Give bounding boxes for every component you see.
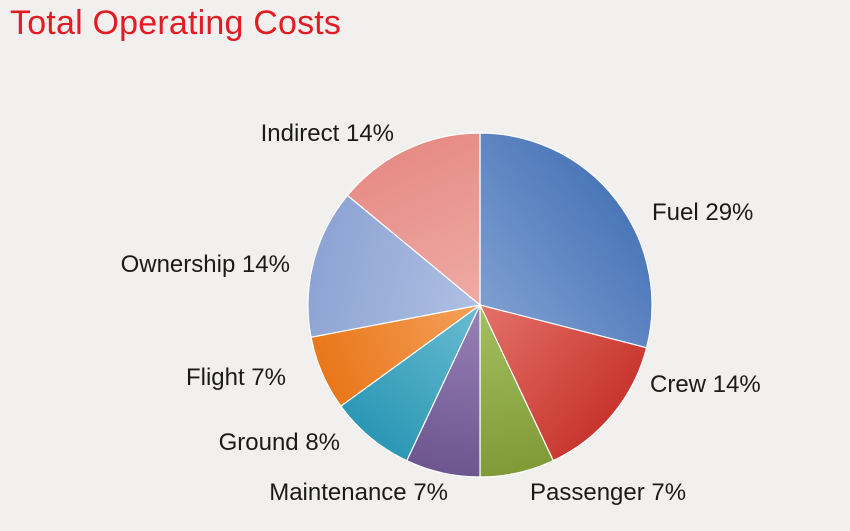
- slice-label-4: Ground 8%: [219, 429, 340, 456]
- slice-label-5: Flight 7%: [186, 364, 286, 391]
- pie-slices: [307, 132, 653, 478]
- slice-label-7: Indirect 14%: [261, 120, 394, 147]
- pie-slice-6: [307, 194, 482, 338]
- slice-label-3: Maintenance 7%: [269, 479, 448, 506]
- slice-label-1: Crew 14%: [650, 371, 761, 398]
- pie-slice-7: [346, 132, 481, 307]
- pie-slice-1: [478, 304, 648, 462]
- chart-title: Total Operating Costs: [10, 4, 342, 42]
- pie-labels: Fuel 29% Crew 14% Passenger 7% Maintenance …: [121, 120, 761, 506]
- slice-label-6: Ownership 14%: [121, 251, 290, 278]
- slice-label-0: Fuel 29%: [652, 199, 753, 226]
- pie-slice-0: [479, 132, 653, 349]
- slice-label-2: Passenger 7%: [530, 479, 686, 506]
